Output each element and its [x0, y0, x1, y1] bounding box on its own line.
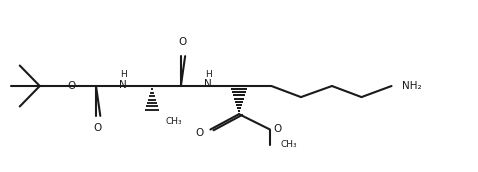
Text: N: N — [120, 80, 127, 90]
Text: H: H — [205, 70, 211, 79]
Text: NH₂: NH₂ — [402, 81, 422, 91]
Text: H: H — [120, 70, 127, 79]
Text: CH₃: CH₃ — [281, 139, 297, 148]
Text: O: O — [67, 81, 76, 91]
Text: CH₃: CH₃ — [165, 117, 182, 126]
Text: N: N — [204, 79, 212, 89]
Text: O: O — [94, 123, 102, 133]
Text: O: O — [273, 124, 282, 134]
Text: O: O — [179, 37, 187, 47]
Text: O: O — [196, 128, 204, 138]
